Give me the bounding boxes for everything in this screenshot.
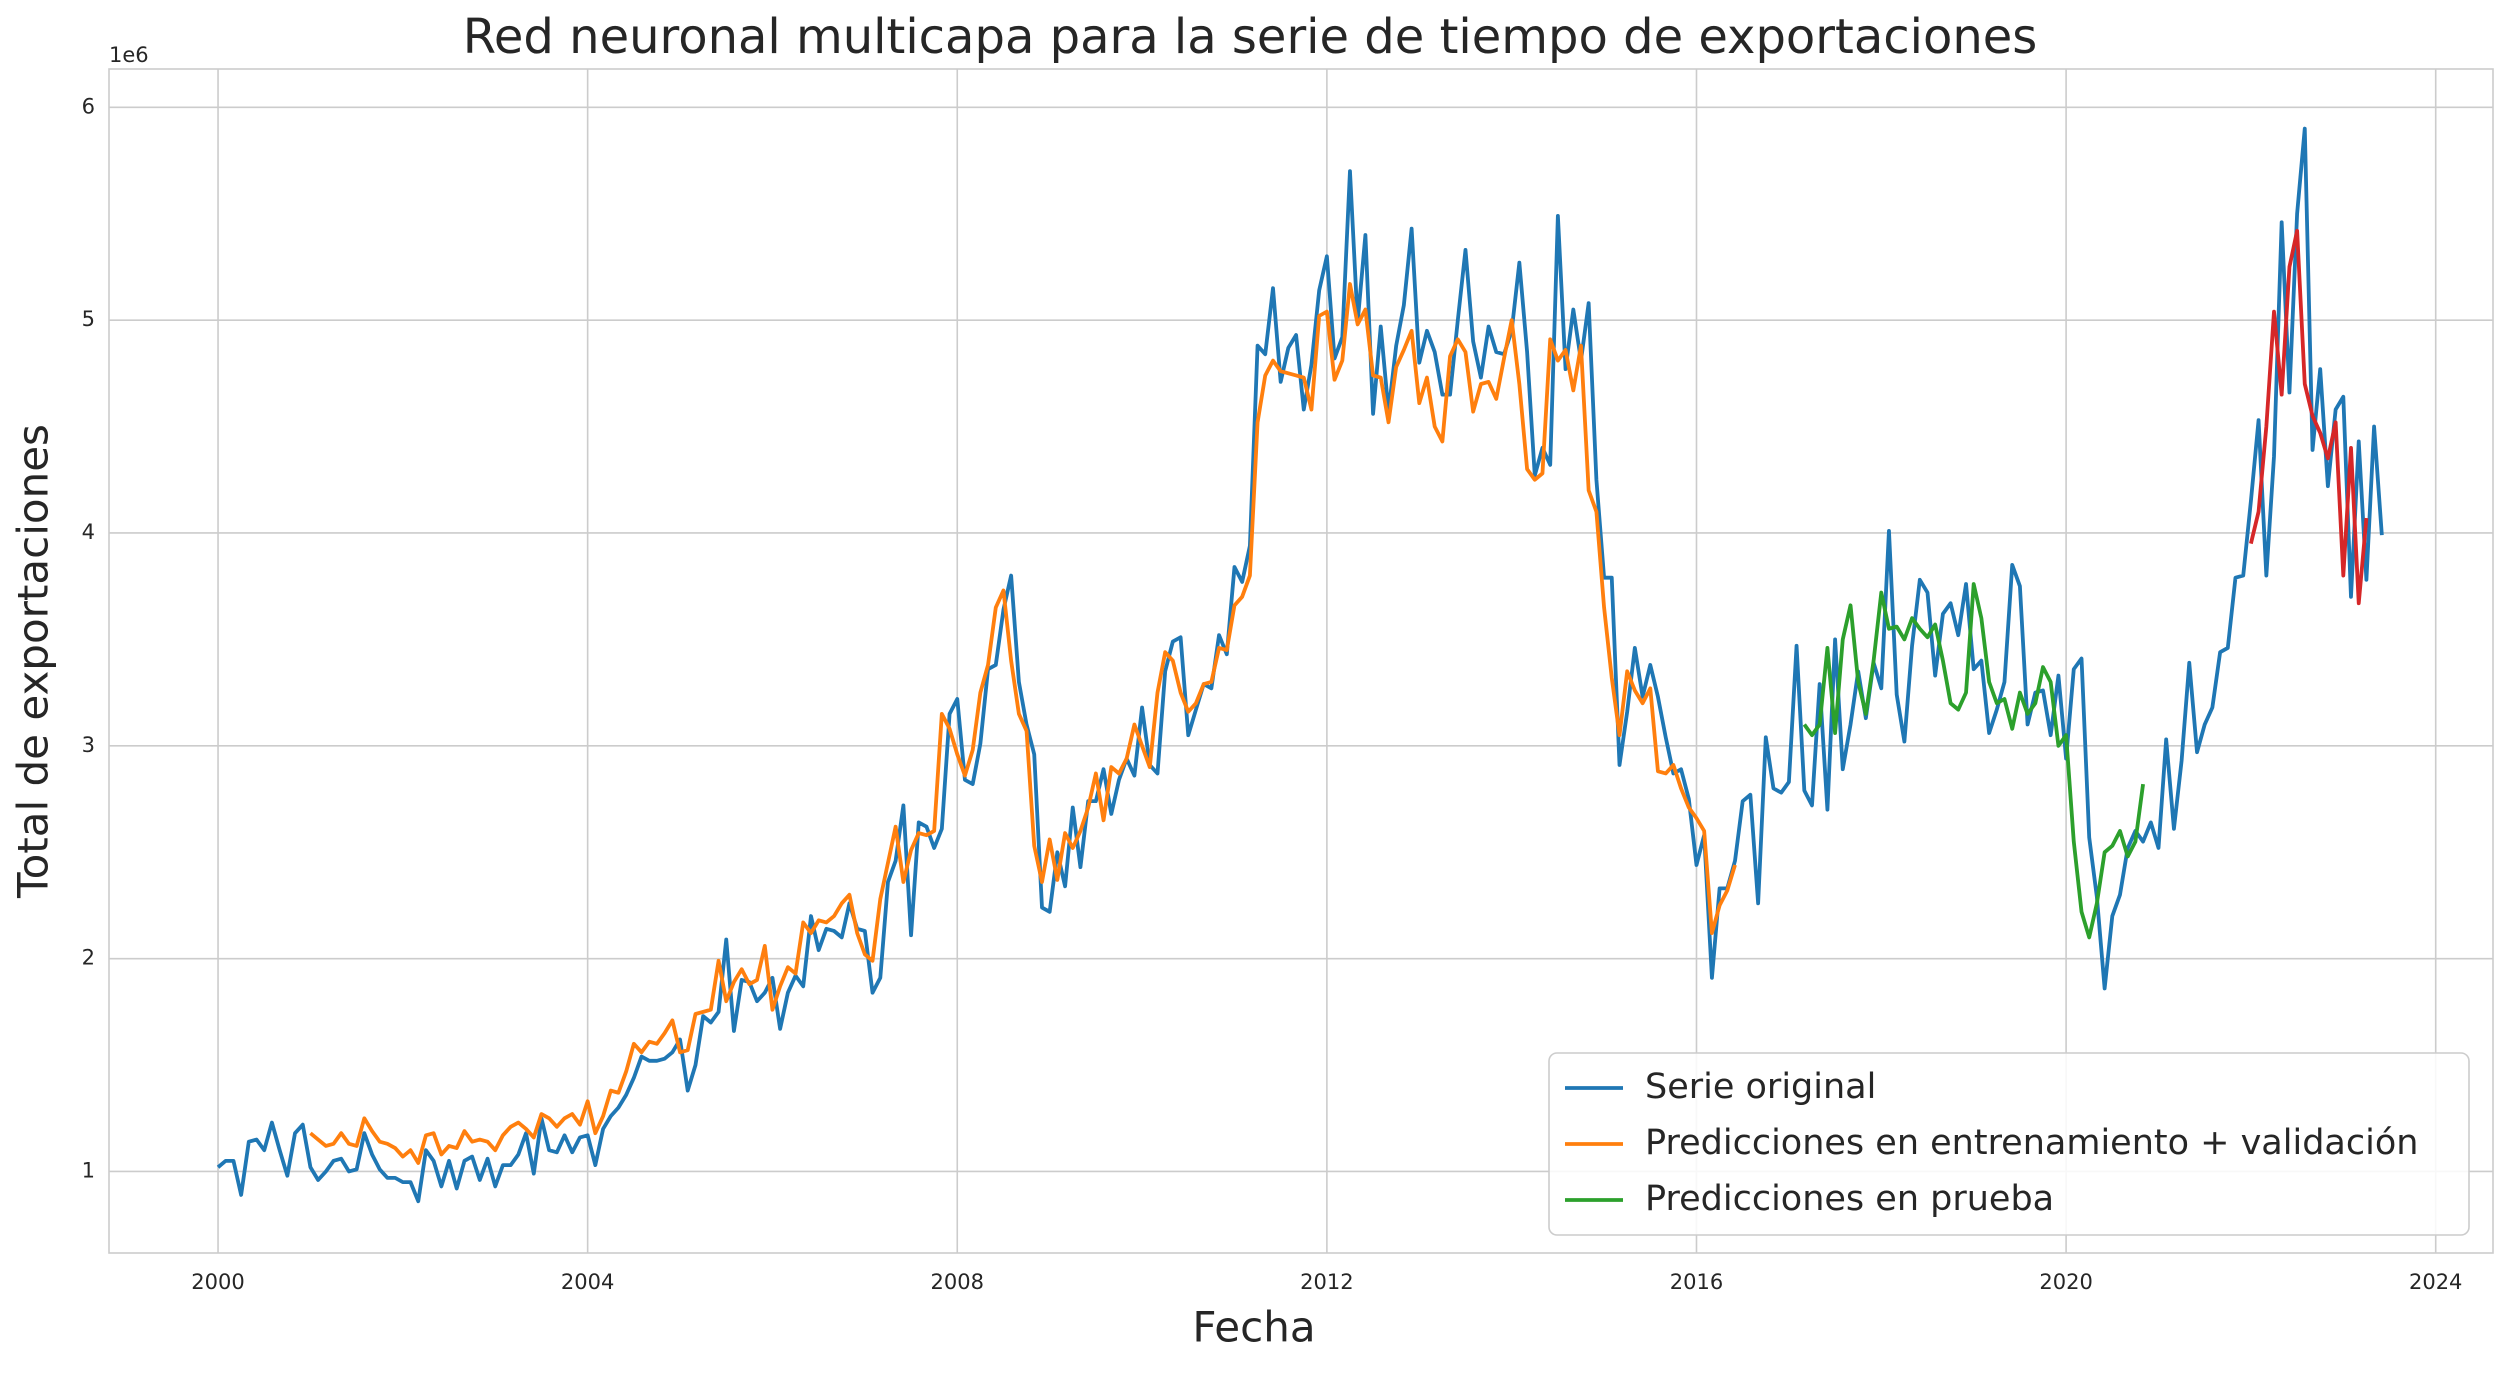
x-tick-label: 2004 (561, 1270, 614, 1294)
x-axis-label: Fecha (1192, 1303, 1315, 1352)
x-tick-label: 2020 (2039, 1270, 2092, 1294)
series-line (216, 126, 2384, 1204)
y-axis-label: Total de exportaciones (9, 424, 58, 899)
x-tick-label: 2024 (2409, 1270, 2462, 1294)
y-tick-label: 4 (82, 520, 95, 544)
y-tick-label: 6 (82, 94, 95, 118)
series-line (1802, 582, 2145, 940)
legend-box (1548, 1052, 2470, 1236)
legend-label: Serie original (1645, 1067, 1876, 1107)
legend-label: Predicciones en prueba (1645, 1179, 2054, 1219)
y-tick-label: 2 (82, 946, 95, 970)
series-line (309, 282, 1737, 1165)
x-tick-label: 2012 (1300, 1270, 1353, 1294)
y-offset-label: 1e6 (109, 43, 149, 67)
y-tick-label: 1 (82, 1158, 95, 1182)
y-tick-label: 3 (82, 733, 95, 757)
x-tick-label: 2000 (191, 1270, 244, 1294)
series-line (2249, 228, 2369, 606)
chart-title: Red neuronal multicapa para la serie de … (463, 9, 2038, 65)
plot-frame (108, 68, 2494, 1254)
legend-label: Predicciones en entrenamiento + validaci… (1645, 1123, 2418, 1163)
x-tick-label: 2008 (931, 1270, 984, 1294)
y-tick-label: 5 (82, 307, 95, 331)
x-tick-label: 2016 (1670, 1270, 1723, 1294)
legend: Serie original Predicciones en entrenamie… (1548, 1052, 2470, 1236)
